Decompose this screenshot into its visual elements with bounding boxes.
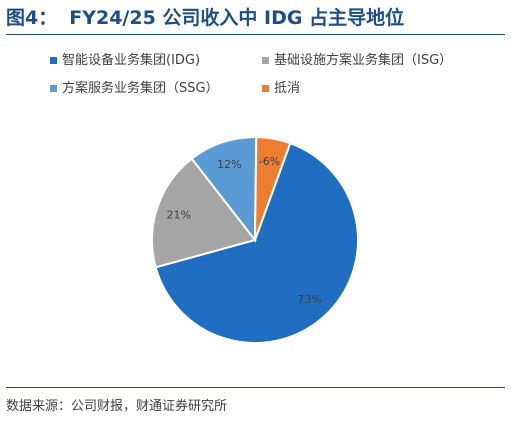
title-text: FY24/25 公司收入中 IDG 占主导地位 bbox=[69, 7, 405, 29]
source-note: 数据来源：公司财报，财通证券研究所 bbox=[6, 399, 228, 414]
pie-label-3: -6% bbox=[259, 155, 280, 168]
legend-swatch-ssg bbox=[50, 85, 57, 92]
pie-label-2: 12% bbox=[217, 158, 241, 171]
figure-number: 图4： bbox=[6, 7, 58, 29]
pie-label-0: 73% bbox=[297, 293, 321, 306]
title-divider bbox=[6, 34, 505, 35]
legend-swatch-idg bbox=[50, 57, 57, 64]
pie-slice-3 bbox=[254, 135, 292, 241]
source-divider bbox=[6, 387, 505, 388]
legend-label-idg: 智能设备业务集团(IDG) bbox=[62, 53, 201, 68]
legend-swatch-offset bbox=[262, 85, 269, 92]
legend-swatch-isg bbox=[262, 57, 269, 64]
legend-label-isg: 基础设施方案业务集团（ISG） bbox=[274, 53, 453, 68]
pie-slice-1 bbox=[151, 157, 257, 269]
legend-label-ssg: 方案服务业务集团（SSG） bbox=[62, 81, 219, 96]
chart-title: 图4： FY24/25 公司收入中 IDG 占主导地位 bbox=[6, 4, 404, 32]
pie-slice-2 bbox=[190, 136, 258, 243]
pie-slice-0 bbox=[154, 141, 359, 344]
legend-label-offset: 抵消 bbox=[274, 81, 301, 96]
pie-label-1: 21% bbox=[167, 209, 191, 222]
